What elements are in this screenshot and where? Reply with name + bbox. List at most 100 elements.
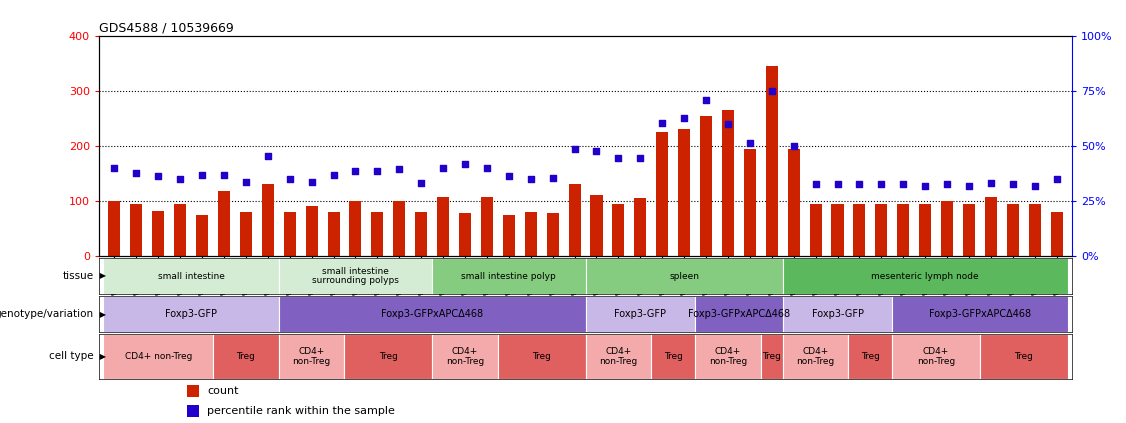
Bar: [783, 258, 1067, 294]
Point: [106, 165, 124, 171]
Bar: [328, 212, 340, 256]
Bar: [695, 296, 783, 332]
Bar: [1007, 203, 1019, 256]
Text: count: count: [207, 386, 239, 396]
Bar: [393, 201, 405, 256]
Bar: [788, 149, 799, 256]
Point: [676, 115, 694, 122]
Point: [259, 152, 277, 159]
Text: CD4+
non-Treg: CD4+ non-Treg: [599, 347, 637, 366]
Bar: [897, 203, 910, 256]
Bar: [349, 201, 361, 256]
Bar: [831, 203, 843, 256]
Point: [873, 181, 891, 188]
Bar: [279, 296, 586, 332]
Text: Treg: Treg: [861, 352, 879, 361]
Bar: [613, 203, 625, 256]
Text: Foxp3-GFP: Foxp3-GFP: [166, 309, 217, 319]
Bar: [345, 334, 432, 379]
Point: [806, 181, 824, 188]
Bar: [108, 201, 120, 256]
Bar: [1051, 212, 1063, 256]
Bar: [525, 212, 537, 256]
Text: Foxp3-GFPxAPCΔ468: Foxp3-GFPxAPCΔ468: [929, 309, 1031, 319]
Text: small intestine polyp: small intestine polyp: [462, 272, 556, 280]
Text: small intestine: small intestine: [158, 272, 224, 280]
Text: Treg: Treg: [378, 352, 397, 361]
Bar: [284, 212, 296, 256]
Bar: [590, 195, 602, 256]
Bar: [305, 206, 318, 256]
Point: [917, 182, 935, 189]
Bar: [213, 334, 279, 379]
Text: Treg: Treg: [533, 352, 551, 361]
Bar: [678, 129, 690, 256]
Text: genotype/variation: genotype/variation: [0, 309, 93, 319]
Bar: [498, 334, 586, 379]
Bar: [261, 184, 274, 256]
Bar: [766, 66, 778, 256]
Text: percentile rank within the sample: percentile rank within the sample: [207, 406, 395, 416]
Bar: [1029, 203, 1040, 256]
Text: CD4+ non-Treg: CD4+ non-Treg: [125, 352, 191, 361]
Bar: [432, 258, 586, 294]
Text: Foxp3-GFP: Foxp3-GFP: [812, 309, 864, 319]
Point: [435, 165, 453, 171]
Bar: [569, 184, 581, 256]
Text: Treg: Treg: [236, 352, 256, 361]
Point: [785, 143, 803, 149]
Bar: [104, 334, 213, 379]
Point: [894, 181, 912, 188]
Point: [960, 182, 978, 189]
Bar: [240, 212, 252, 256]
Bar: [546, 213, 558, 256]
Point: [500, 173, 518, 179]
Point: [477, 165, 495, 171]
Bar: [941, 201, 953, 256]
Bar: [744, 149, 756, 256]
Point: [697, 97, 715, 104]
Text: CD4+
non-Treg: CD4+ non-Treg: [796, 347, 834, 366]
Text: cell type: cell type: [48, 352, 93, 361]
Point: [718, 121, 736, 127]
Point: [544, 174, 562, 181]
Bar: [104, 296, 279, 332]
Bar: [854, 203, 866, 256]
Point: [280, 176, 298, 182]
Point: [215, 171, 233, 178]
Bar: [279, 334, 345, 379]
Bar: [634, 198, 646, 256]
Bar: [481, 197, 493, 256]
Point: [653, 119, 671, 126]
Bar: [700, 115, 712, 256]
Bar: [656, 132, 668, 256]
Bar: [985, 197, 997, 256]
Bar: [104, 258, 279, 294]
Point: [150, 173, 168, 179]
Point: [588, 148, 606, 155]
Text: spleen: spleen: [669, 272, 699, 280]
Point: [1026, 182, 1044, 189]
Point: [609, 155, 627, 162]
Point: [850, 181, 868, 188]
Bar: [152, 211, 164, 256]
Bar: [586, 258, 783, 294]
Point: [347, 167, 365, 174]
Point: [412, 180, 430, 187]
Bar: [187, 405, 199, 417]
Bar: [892, 334, 980, 379]
Point: [521, 176, 539, 182]
Point: [982, 180, 1000, 187]
Point: [565, 146, 583, 152]
Text: Treg: Treg: [663, 352, 682, 361]
Bar: [919, 203, 931, 256]
Bar: [372, 212, 383, 256]
Bar: [586, 296, 695, 332]
Bar: [437, 197, 449, 256]
Bar: [980, 334, 1067, 379]
Text: CD4+
non-Treg: CD4+ non-Treg: [293, 347, 331, 366]
Bar: [783, 334, 849, 379]
Point: [193, 171, 211, 178]
Point: [762, 88, 780, 94]
Point: [324, 171, 342, 178]
